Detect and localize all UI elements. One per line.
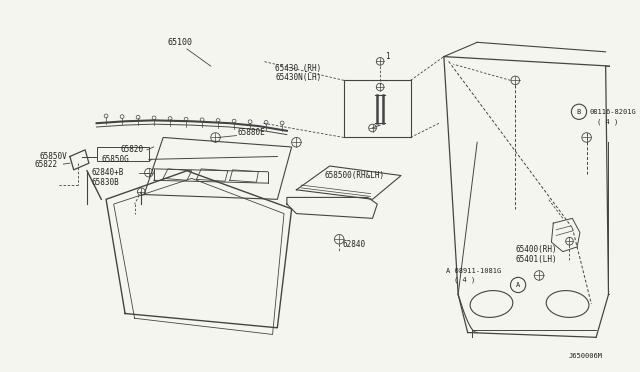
Text: 65880E: 65880E [237,128,265,137]
Text: 658500(RH&LH): 658500(RH&LH) [325,171,385,180]
Text: 65400(RH): 65400(RH) [515,245,557,254]
Text: 62840+B: 62840+B [92,168,124,177]
Text: A: A [516,282,520,288]
Text: ( 4 ): ( 4 ) [454,277,476,283]
Text: 65822: 65822 [35,160,58,169]
Text: B: B [577,109,581,115]
Text: 65830B: 65830B [92,178,120,187]
Bar [97,147,149,161]
Text: A 08911-1081G: A 08911-1081G [446,268,501,274]
Text: 1: 1 [385,52,390,61]
Text: 65850V: 65850V [40,152,67,161]
Text: ( 4 ): ( 4 ) [597,118,618,125]
Text: 65430 (RH): 65430 (RH) [275,64,322,73]
Text: 62840: 62840 [342,241,365,250]
Text: 65100: 65100 [168,38,193,47]
Text: 08116-8201G: 08116-8201G [589,109,636,115]
Text: J650006M: J650006M [569,353,603,359]
Text: 65850G: 65850G [101,155,129,164]
Text: 65430N(LH): 65430N(LH) [275,73,322,82]
Text: 65820: 65820 [120,145,143,154]
Text: 65401(LH): 65401(LH) [515,255,557,264]
